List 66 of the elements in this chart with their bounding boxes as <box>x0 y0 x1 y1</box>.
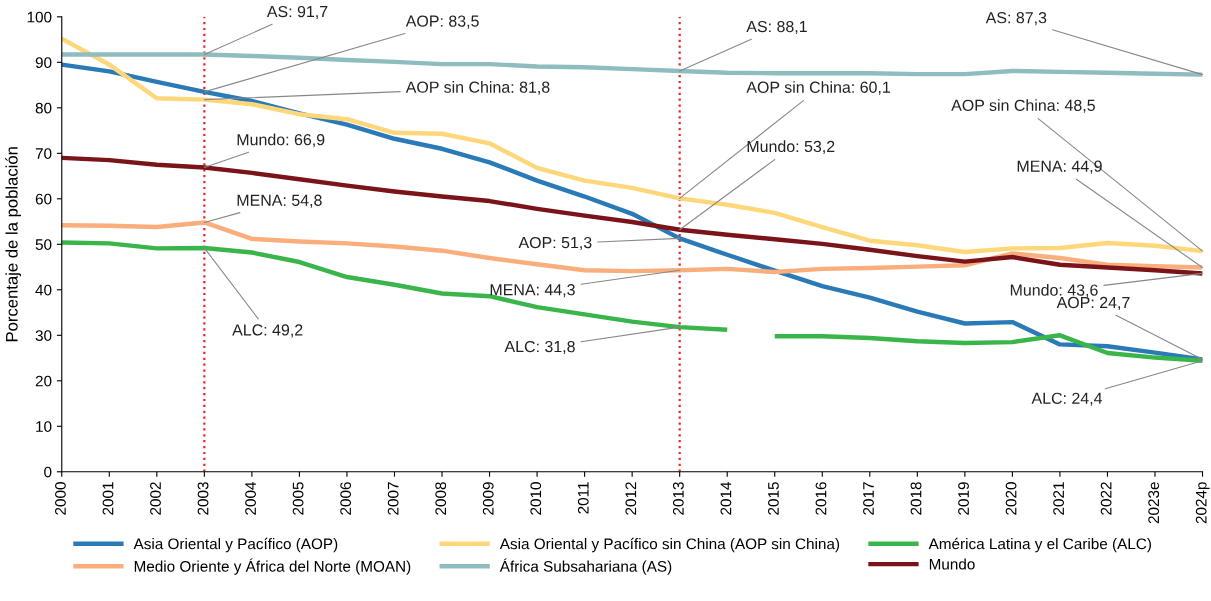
y-tick-label: 30 <box>35 330 52 341</box>
annotation: ALC: 24,4 <box>1031 392 1103 406</box>
annotation: AOP sin China: 48,5 <box>951 99 1095 113</box>
annotation: AOP: 83,5 <box>405 15 479 29</box>
x-tick-label: 2001 <box>102 482 114 515</box>
x-tick-label: 2019 <box>958 482 969 515</box>
x-tick-label: 2023e <box>1148 482 1160 524</box>
x-tick-label: 2009 <box>482 482 494 515</box>
legend-label: Medio Oriente y África del Norte (MOAN) <box>134 558 411 575</box>
annotation: AS: 87,3 <box>985 12 1047 26</box>
y-axis-title: Porcentaje de la población <box>5 147 21 342</box>
legend-label: Asia Oriental y Pacífico (AOP) <box>133 537 338 553</box>
x-tick-label: 2017 <box>863 482 874 515</box>
x-tick-label: 2022 <box>1100 482 1112 515</box>
y-tick-label: 50 <box>35 239 52 250</box>
annotation: ALC: 49,2 <box>232 324 303 338</box>
y-tick-label: 70 <box>35 148 52 159</box>
annotation: Mundo: 53,2 <box>747 140 835 154</box>
x-tick-label: 2003 <box>197 482 209 515</box>
y-tick-label: 40 <box>35 284 52 296</box>
x-tick-label: 2016 <box>815 482 827 515</box>
line-series <box>61 52 1203 77</box>
y-tick-label: 10 <box>36 421 52 432</box>
line-series <box>61 36 1203 255</box>
annotation: AOP sin China: 81,8 <box>405 81 550 95</box>
annotation: MENA: 44,3 <box>490 284 575 298</box>
x-tick-label: 2024p <box>1195 482 1210 524</box>
y-tick-label: 20 <box>35 375 52 387</box>
line-series <box>772 333 1203 363</box>
x-tick-label: 2008 <box>435 482 447 515</box>
x-tick-label: 2002 <box>150 482 161 515</box>
y-tick-label: 90 <box>35 57 52 69</box>
legend-label: Asia Oriental y Pacífico sin China (AOP sin China) <box>499 537 840 553</box>
annotation: MENA: 54,8 <box>237 194 322 208</box>
annotation: MENA: 44,9 <box>1017 160 1102 174</box>
annotation: ALC: 31,8 <box>504 340 575 355</box>
x-tick-label: 2021 <box>1053 482 1065 515</box>
x-tick-label: 2015 <box>768 482 779 515</box>
x-tick-label: 2013 <box>672 482 684 515</box>
y-tick-label: 60 <box>35 193 52 205</box>
x-tick-label: 2011 <box>577 482 589 514</box>
y-tick-label: 0 <box>44 466 52 478</box>
x-tick-label: 2007 <box>387 482 399 515</box>
annotation: Mundo: 43,6 <box>1010 284 1098 298</box>
legend-label: América Latina y el Caribe (ALC) <box>928 537 1151 553</box>
x-tick-label: 2020 <box>1005 482 1017 515</box>
x-tick-label: 2014 <box>720 481 732 515</box>
x-tick-label: 2005 <box>292 482 304 515</box>
line-series <box>61 220 1203 275</box>
annotation: AOP: 51,3 <box>518 236 592 251</box>
annotation: AOP: 24,7 <box>1056 296 1130 311</box>
legend-label: Mundo <box>929 558 975 570</box>
annotation: AS: 91,7 <box>266 5 328 20</box>
x-tick-label: 2012 <box>625 482 637 515</box>
y-tick-label: 80 <box>35 102 52 114</box>
annotation: AS: 88,1 <box>746 20 807 35</box>
annotation: AOP sin China: 60,1 <box>746 81 890 95</box>
x-tick-label: 2006 <box>340 482 352 515</box>
annotation: Mundo: 66,9 <box>237 133 325 148</box>
x-tick-label: 2018 <box>910 482 922 515</box>
x-tick-label: 2010 <box>530 482 542 515</box>
y-tick-label: 100 <box>27 11 52 23</box>
line-series <box>61 155 1203 276</box>
x-tick-label: 2004 <box>245 481 256 515</box>
legend-label: África Subsahariana (AS) <box>499 558 672 575</box>
x-tick-label: 2000 <box>55 482 66 515</box>
